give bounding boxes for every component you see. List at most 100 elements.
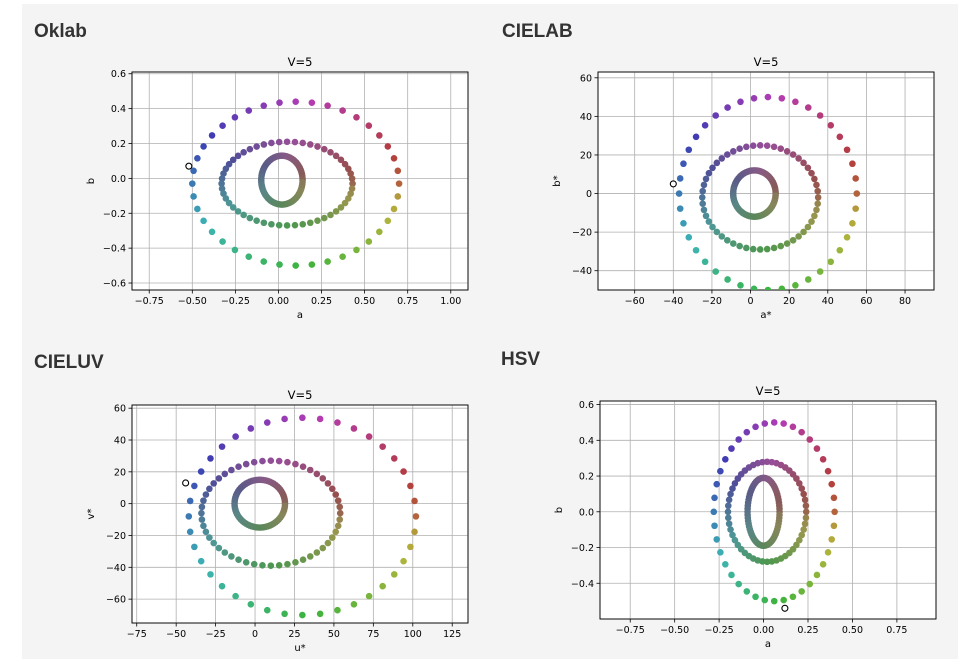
- x-tick-label: 0.00: [268, 296, 289, 307]
- scatter-point-middle: [253, 143, 260, 150]
- scatter-point-outer: [843, 234, 851, 241]
- scatter-point-middle: [349, 180, 356, 187]
- scatter-point-outer: [219, 122, 226, 129]
- scatter-point-middle: [700, 181, 708, 189]
- x-tick-label: 75: [367, 629, 379, 640]
- x-tick-label: −0.75: [616, 625, 645, 636]
- y-tick-label: 20: [580, 150, 592, 161]
- scatter-point-outer: [365, 238, 373, 245]
- scatter-point-middle: [743, 143, 750, 151]
- scatter-point-middle: [225, 199, 233, 207]
- scatter-point-outer: [208, 132, 216, 139]
- scatter-point-outer: [316, 610, 324, 618]
- scatter-point-middle: [800, 490, 807, 498]
- x-tick-label: 0.25: [797, 625, 818, 636]
- y-tick-label: −60: [106, 595, 126, 606]
- scatter-point-middle: [725, 496, 733, 504]
- scatter-point-outer: [263, 606, 271, 614]
- scatter-point-outer: [197, 468, 205, 475]
- scatter-point-middle: [215, 475, 223, 482]
- scatter-point-outer: [191, 543, 198, 551]
- scatter-point-middle: [314, 217, 321, 224]
- scatter-point-middle: [328, 485, 336, 493]
- scatter-point-middle: [275, 138, 283, 146]
- scatter-point-middle: [795, 233, 802, 240]
- scatter-point-outer: [843, 146, 851, 154]
- scatter-point-outer: [724, 276, 731, 283]
- scatter-point-middle: [795, 155, 802, 162]
- x-tick-label: 40: [822, 296, 834, 307]
- scatter-point-outer: [852, 205, 859, 212]
- scatter-point-middle: [749, 245, 757, 253]
- scatter-point-middle: [798, 531, 806, 539]
- scatter-point-middle: [242, 559, 250, 566]
- y-tick-label: 0.2: [111, 139, 126, 150]
- y-tick-label: −0.2: [103, 209, 126, 220]
- oklab-scatter-chart: −0.75 −0.50 −0.25 0.00 0.25 0.50 0.75 1.00 −0.6 −…: [86, 55, 469, 321]
- scatter-point-outer: [824, 467, 832, 475]
- scatter-point-middle: [319, 544, 327, 552]
- x-tick-label: 0.25: [311, 296, 332, 307]
- scatter-point-middle: [218, 180, 225, 187]
- scatter-point-outer: [339, 107, 346, 114]
- scatter-point-middle: [225, 160, 233, 168]
- scatter-point-middle: [777, 242, 785, 250]
- scatter-point-middle: [713, 228, 721, 236]
- scatter-point-middle: [770, 244, 778, 252]
- x-axis-label: u*: [294, 643, 305, 654]
- scatter-point-outer: [200, 217, 207, 225]
- scatter-point-middle: [814, 200, 822, 207]
- scatter-point-outer: [263, 419, 271, 426]
- scatter-point-middle: [218, 175, 226, 182]
- scatter-point-middle: [724, 514, 732, 522]
- scatter-point-outer: [675, 190, 683, 197]
- scatter-point-middle: [337, 204, 345, 211]
- scatter-point-middle: [795, 480, 803, 487]
- scatter-point-middle: [705, 169, 713, 177]
- scatter-point-middle: [344, 165, 352, 173]
- scatter-point-outer: [836, 133, 844, 141]
- scatter-point-middle: [202, 528, 210, 536]
- y-tick-label: 0.6: [111, 69, 126, 80]
- scatter-point-outer: [411, 528, 418, 536]
- scatter-point-outer: [780, 420, 787, 427]
- scatter-point-outer: [830, 522, 838, 530]
- scatter-point-middle: [291, 221, 299, 229]
- scatter-point-middle: [215, 544, 223, 552]
- scatter-point-outer: [849, 160, 856, 168]
- scatter-point-middle: [700, 206, 708, 214]
- x-tick-label: −75: [127, 629, 147, 640]
- scatter-point-middle: [306, 141, 314, 148]
- scatter-point-outer: [390, 455, 398, 462]
- y-tick-label: 60: [114, 404, 126, 415]
- scatter-point-middle: [260, 219, 268, 227]
- scatter-point-middle: [770, 143, 778, 151]
- x-tick-label: 0.50: [842, 625, 863, 636]
- scatter-point-middle: [202, 491, 210, 498]
- scatter-point-outer: [827, 258, 835, 266]
- y-tick-label: 0.4: [579, 436, 594, 447]
- scatter-point-outer: [712, 112, 720, 119]
- scatter-point-middle: [749, 142, 757, 149]
- scatter-point-middle: [332, 528, 340, 536]
- x-tick-label: 60: [860, 296, 872, 307]
- scatter-point-middle: [200, 522, 207, 530]
- scatter-point-outer: [390, 571, 398, 578]
- scatter-point-outer: [752, 593, 759, 601]
- scatter-point-outer: [804, 104, 812, 111]
- scatter-point-middle: [275, 562, 283, 569]
- scatter-point-middle: [793, 541, 800, 549]
- scatter-point-outer: [232, 433, 239, 440]
- scatter-point-outer: [828, 536, 836, 543]
- scatter-point-outer: [813, 445, 821, 452]
- scatter-point-outer: [717, 549, 724, 556]
- scatter-point-outer: [376, 228, 383, 236]
- scatter-point-middle: [736, 242, 743, 250]
- scatter-point-outer: [780, 596, 787, 604]
- scatter-point-outer: [260, 258, 268, 265]
- scatter-point-middle: [337, 156, 345, 164]
- scatter-point-outer: [764, 93, 772, 101]
- scatter-point-outer: [722, 561, 729, 568]
- scatter-point-middle: [246, 145, 254, 153]
- scatter-point-outer: [750, 285, 758, 290]
